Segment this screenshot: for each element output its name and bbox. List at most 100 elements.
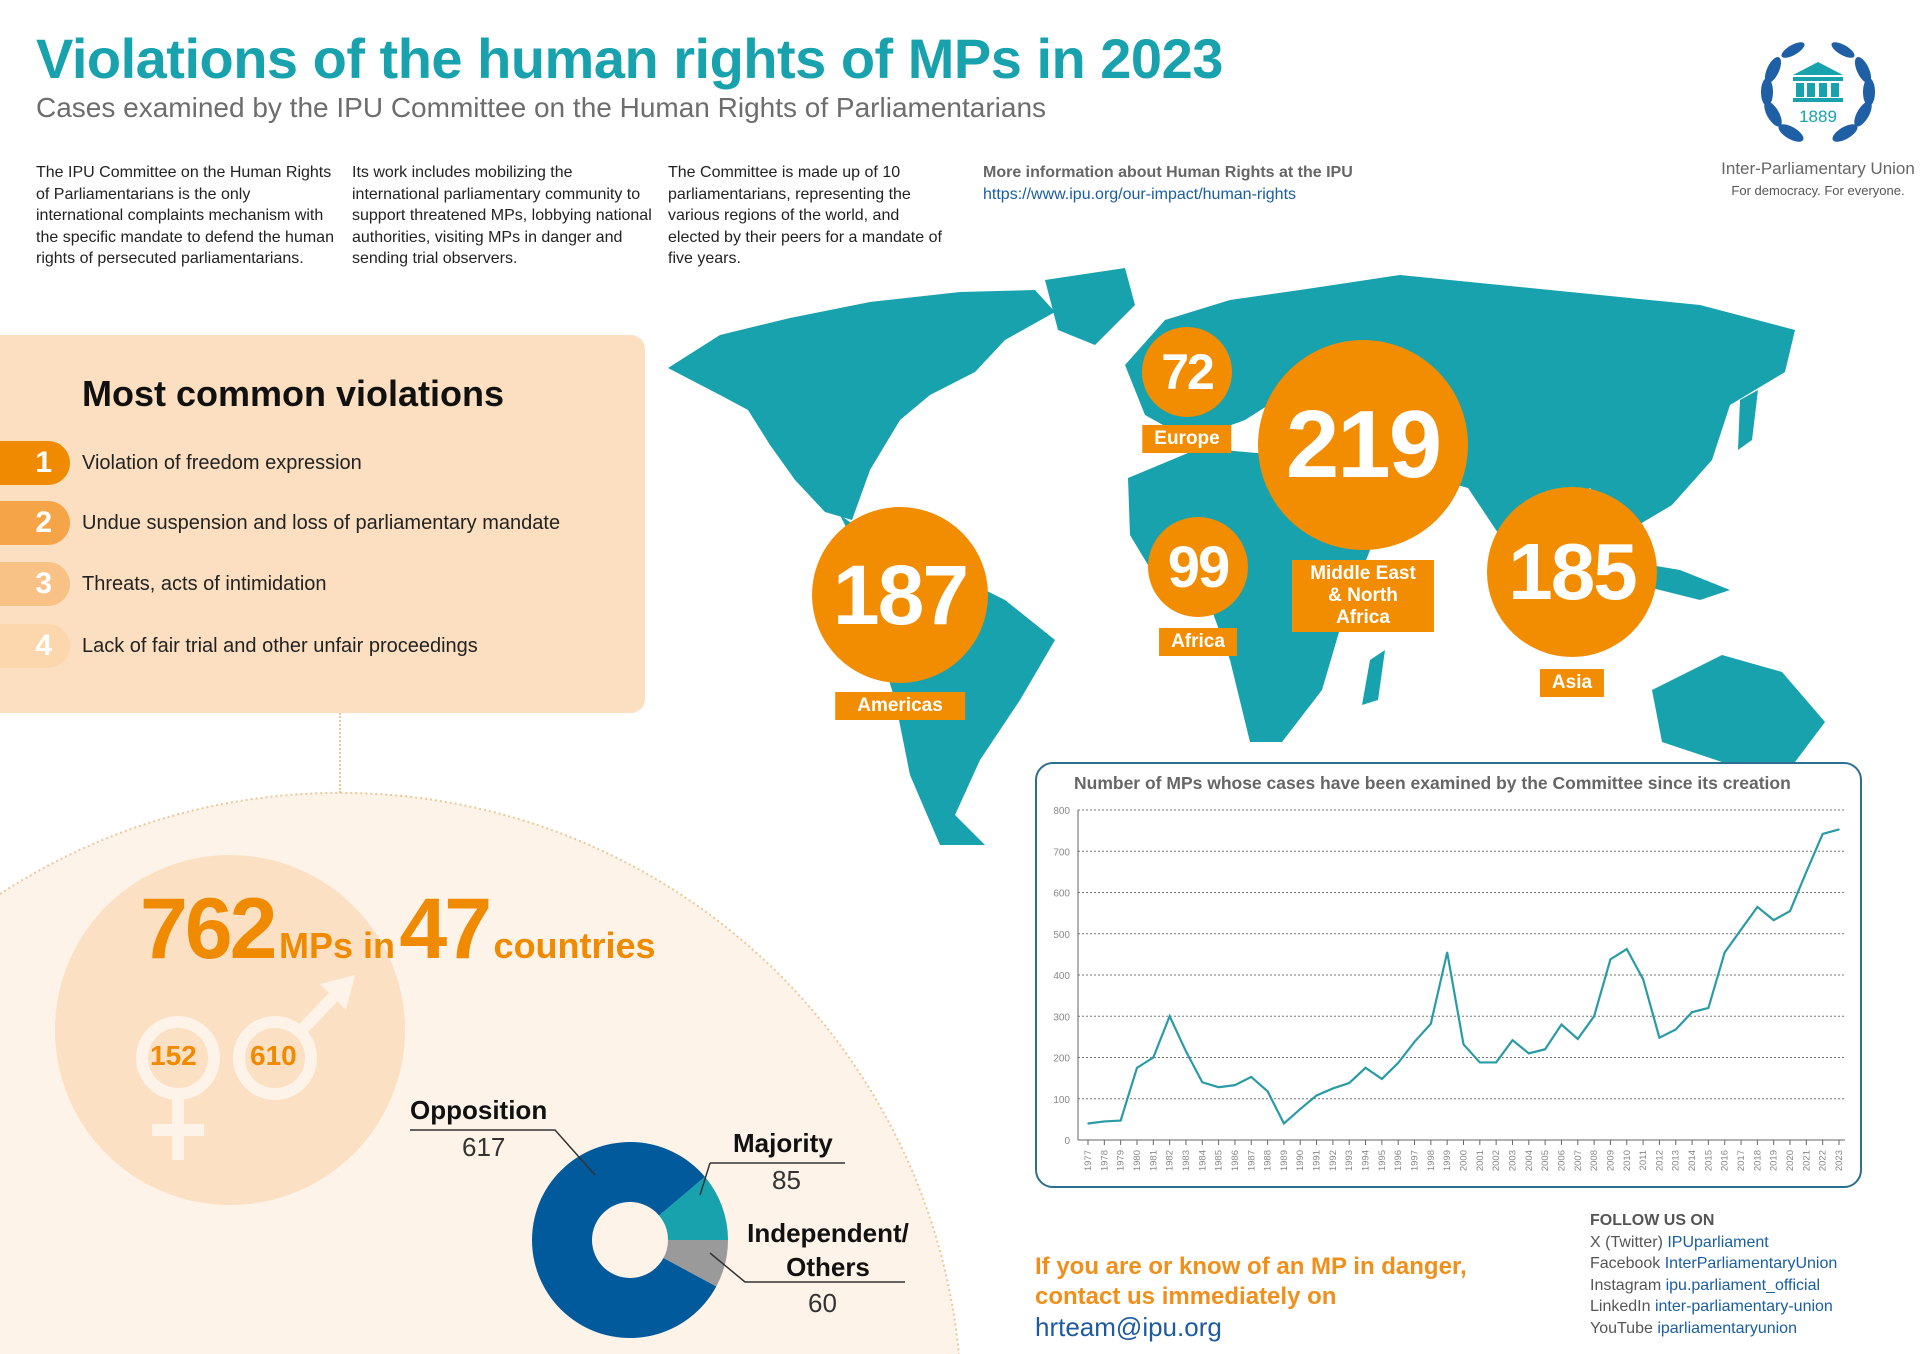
data-point (1707, 1007, 1710, 1009)
logo-org-name: Inter-Parliamentary Union (1721, 159, 1915, 178)
violation-label: Violation of freedom expression (82, 451, 362, 474)
data-point (1201, 1081, 1204, 1084)
data-point (1168, 1015, 1171, 1018)
x-tick-label: 2015 (1703, 1150, 1714, 1171)
chart-title: Number of MPs whose cases have been exam… (1074, 773, 1791, 793)
male-count: 610 (250, 1040, 297, 1071)
data-point (1397, 1062, 1399, 1064)
more-info-link[interactable]: https://www.ipu.org/our-impact/human-rig… (983, 185, 1297, 203)
map-japan (1738, 390, 1758, 450)
data-point (1283, 1122, 1285, 1125)
line-chart-panel (1035, 762, 1862, 1188)
x-tick-label: 2005 (1540, 1150, 1551, 1171)
x-tick-label: 1980 (1132, 1150, 1143, 1171)
female-count: 152 (150, 1040, 197, 1071)
leader-line (699, 1162, 711, 1196)
x-tick-label: 2023 (1834, 1150, 1845, 1171)
total-mps: 762 (140, 881, 277, 977)
x-tick-label: 1992 (1328, 1150, 1339, 1171)
intro-paragraph-2: Its work includes mobilizing the interna… (352, 164, 652, 267)
data-point (1234, 1084, 1236, 1086)
donut-slice-majority (659, 1176, 728, 1240)
x-tick-label: 1997 (1410, 1150, 1421, 1171)
region-label-mena: Middle East & North Africa (1292, 560, 1434, 632)
x-tick-label: 1991 (1312, 1150, 1323, 1171)
x-tick-label: 1981 (1148, 1150, 1159, 1171)
x-tick-label: 1998 (1426, 1150, 1437, 1171)
x-tick-label: 1978 (1099, 1150, 1110, 1171)
data-point (1544, 1048, 1546, 1051)
contact-email-link[interactable]: hrteam@ipu.org (1035, 1312, 1222, 1342)
region-label-americas: Americas (835, 692, 965, 720)
violation-label: Undue suspension and loss of parliamenta… (82, 511, 561, 534)
page-title: Violations of the human rights of MPs in… (36, 27, 1223, 90)
more-info: More information about Human Rights at t… (983, 162, 1353, 205)
social-x: X (Twitter) IPUparliament (1590, 1233, 1769, 1251)
logo-tagline: For democracy. For everyone. (1731, 183, 1905, 198)
social-facebook: Facebook InterParliamentaryUnion (1590, 1255, 1838, 1272)
rank-badge: 2 (0, 501, 70, 545)
map-greenland (1045, 268, 1135, 345)
x-tick-label: 2021 (1801, 1150, 1812, 1171)
x-tick-label: 1987 (1246, 1150, 1257, 1171)
data-point (1119, 1119, 1122, 1122)
x-tick-label: 2007 (1573, 1150, 1584, 1171)
x-tick-label: 2001 (1475, 1150, 1486, 1171)
affiliation-donut (410, 1129, 905, 1338)
y-tick-label: 500 (1053, 930, 1070, 941)
x-tick-label: 1989 (1279, 1150, 1290, 1171)
donut-label-independent: Independent/ Others (747, 1218, 909, 1282)
gender-icons (136, 975, 355, 1160)
x-tick-label: 2017 (1736, 1150, 1747, 1171)
donut-slice-opposition (531, 1142, 717, 1338)
data-point (1462, 1043, 1465, 1046)
x-tick-label: 1979 (1116, 1150, 1127, 1171)
x-tick-label: 2012 (1654, 1150, 1665, 1171)
region-bubble-africa: 99 (1148, 517, 1248, 617)
region-label-europe: Europe (1142, 425, 1232, 453)
data-point (1266, 1090, 1269, 1093)
male-icon (233, 1016, 317, 1100)
data-point (1772, 919, 1775, 921)
data-point (1560, 1023, 1563, 1026)
y-tick-label: 300 (1053, 1012, 1070, 1023)
x-tick-label: 2013 (1671, 1150, 1682, 1171)
data-point (1136, 1067, 1138, 1069)
x-tick-label: 2019 (1769, 1150, 1780, 1171)
data-point (1642, 978, 1644, 980)
data-point (1299, 1108, 1302, 1110)
region-bubble-asia: 185 (1487, 487, 1657, 657)
y-tick-label: 0 (1064, 1136, 1070, 1147)
region-label-asia: Asia (1539, 669, 1605, 697)
data-point (1217, 1086, 1220, 1088)
follow-us: FOLLOW US ON X (Twitter) IPUparliament F… (1590, 1210, 1837, 1339)
data-point (1332, 1087, 1334, 1090)
x-tick-label: 2014 (1687, 1150, 1698, 1171)
data-point (1479, 1061, 1481, 1064)
donut-value-majority: 85 (772, 1165, 801, 1195)
y-tick-label: 700 (1053, 847, 1070, 858)
donut-label-majority: Majority (733, 1128, 833, 1158)
y-tick-label: 800 (1053, 806, 1070, 817)
ipu-logo: 1889 Inter-Parliamentary Union For democ… (1720, 30, 1916, 198)
map-australia (1652, 655, 1825, 762)
data-point (1348, 1082, 1351, 1084)
data-point (1658, 1036, 1661, 1039)
leader-line (410, 1129, 596, 1176)
region-bubble-mena: 219 (1258, 340, 1468, 550)
laurel-building-icon: 1889 (1761, 42, 1875, 142)
logo-year: 1889 (1799, 107, 1837, 126)
data-point (1413, 1041, 1416, 1043)
intro-paragraph-1: The IPU Committee on the Human Rights of… (36, 164, 334, 267)
more-info-heading: More information about Human Rights at t… (983, 164, 1353, 181)
data-point (1674, 1028, 1677, 1031)
region-bubble-europe: 72 (1142, 327, 1232, 417)
violation-item: 4 Lack of fair trial and other unfair pr… (0, 624, 478, 668)
x-tick-label: 1993 (1344, 1150, 1355, 1171)
series-line-mps (1087, 828, 1840, 1126)
data-point (1838, 828, 1840, 831)
background-circle-outline (0, 791, 960, 1354)
donut-value-opposition: 617 (462, 1132, 506, 1162)
x-tick-label: 1988 (1263, 1150, 1274, 1171)
